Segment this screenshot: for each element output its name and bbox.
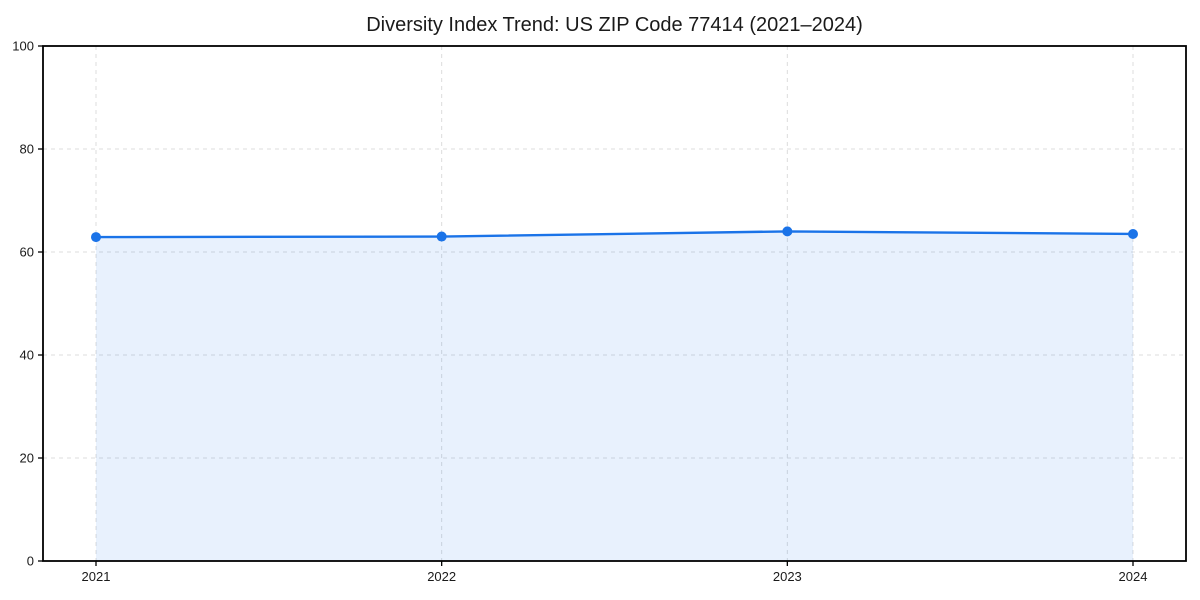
chart-title: Diversity Index Trend: US ZIP Code 77414… (366, 14, 863, 36)
plot-border (42, 45, 1187, 562)
area-fill (96, 231, 1133, 561)
x-tick-label: 2022 (427, 569, 456, 584)
y-tick-label: 20 (20, 451, 34, 466)
axis-layer: 0 20 40 60 80 100 2021 2022 2023 2024 (12, 39, 1187, 584)
y-tick-label: 0 (27, 554, 34, 569)
data-point-marker (1128, 228, 1138, 239)
y-tick-label: 60 (20, 245, 34, 260)
data-point-marker (436, 231, 447, 242)
data-point-marker (91, 232, 101, 243)
y-tick-label: 100 (12, 39, 34, 54)
data-point-marker (782, 226, 793, 237)
x-tick-label: 2021 (82, 569, 111, 584)
trend-line (94, 230, 1135, 239)
y-tick-label: 40 (20, 348, 34, 363)
y-tick-label: 80 (20, 142, 34, 157)
x-tick-label: 2023 (773, 569, 802, 584)
x-tick-label: 2024 (1119, 569, 1148, 584)
data-layer (91, 226, 1138, 561)
